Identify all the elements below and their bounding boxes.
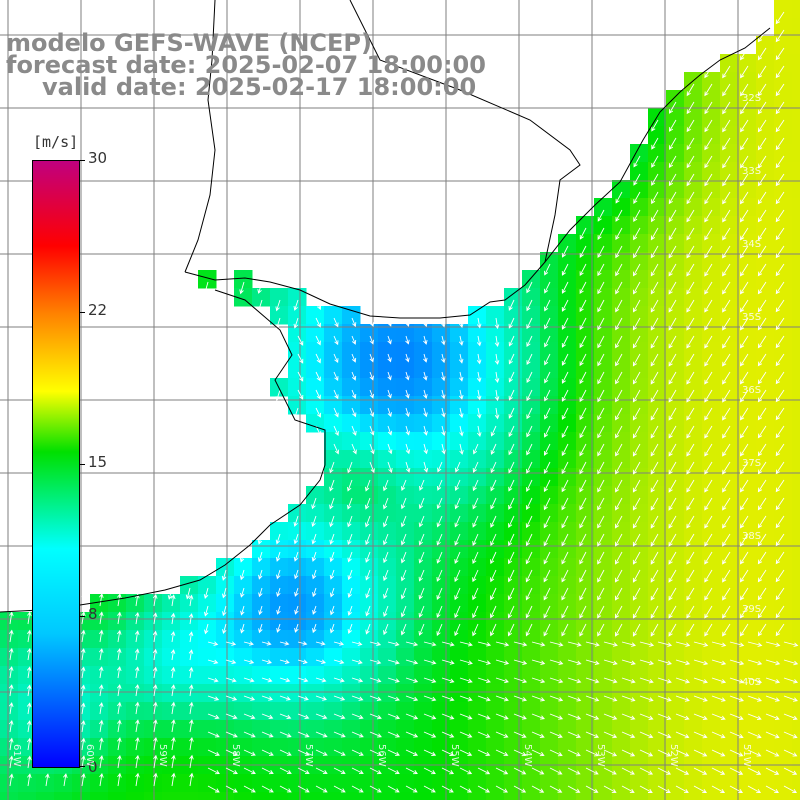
country-border-uruguay [349,0,581,263]
lat-label: 35S [742,312,762,323]
colorbar-tickmark [79,464,85,465]
lon-label: 61W [11,744,22,767]
colorbar-tick-30: 30 [88,149,108,167]
lat-label: 37S [742,458,762,469]
title-forecast-date: forecast date: 2025-02-07 18:00:00 [6,51,486,79]
lon-label: 57W [303,744,314,767]
lon-label: 54W [522,744,533,767]
lon-label: 55W [449,744,460,767]
lat-label: 39S [742,604,762,615]
lat-label: 36S [742,385,762,396]
colorbar-tickmark [79,160,85,161]
colorbar-tick-8: 8 [88,605,98,623]
lat-label: 33S [742,166,762,177]
colorbar-unit: [m/s] [33,133,79,151]
wind-arrows [8,11,799,794]
colorbar-tick-0: 0 [88,758,98,776]
colorbar-tickmark [79,766,85,767]
title-valid-date: valid date: 2025-02-17 18:00:00 [42,73,477,101]
lon-label: 56W [376,744,387,767]
country-border [184,0,216,273]
lat-label: 40S [742,677,762,688]
lon-label: 58W [230,744,241,767]
lon-label: 51W [741,744,752,767]
lon-label: 52W [668,744,679,767]
title-model: modelo GEFS-WAVE (NCEP) [6,29,372,57]
coastline-south [0,289,326,613]
colorbar-tickmark [79,312,85,313]
lat-label: 38S [742,531,762,542]
lon-label: 59W [157,744,168,767]
lat-label: 32S [742,93,762,104]
lat-label: 34S [742,239,762,250]
lon-label: 53W [595,744,606,767]
lon-label: 60W [84,744,95,767]
colorbar [32,160,80,768]
colorbar-tick-15: 15 [88,453,108,471]
colorbar-tickmark [79,616,85,617]
coastline-north [184,27,771,319]
colorbar-tick-22: 22 [88,301,108,319]
